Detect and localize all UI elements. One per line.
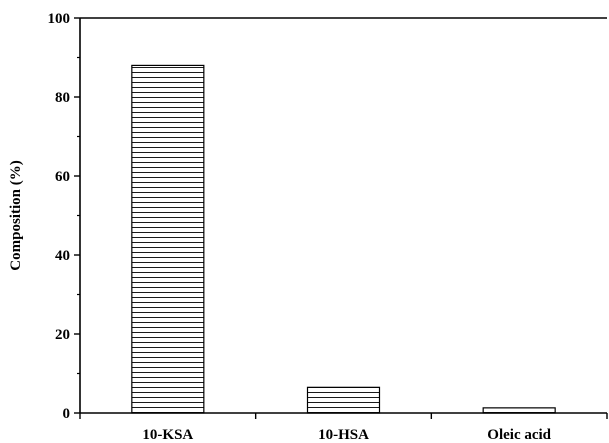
bar-10-ksa bbox=[131, 64, 205, 414]
x-tick-label-10-hsa: 10-HSA bbox=[318, 427, 369, 443]
y-tick-label-0: 0 bbox=[63, 406, 71, 422]
bar-10-hsa bbox=[306, 386, 381, 414]
x-tick-label-10-ksa: 10-KSA bbox=[142, 427, 193, 443]
y-tick-label-60: 60 bbox=[55, 169, 70, 185]
bars-group bbox=[131, 64, 556, 414]
x-tick-label-oleic-acid: Oleic acid bbox=[487, 427, 551, 443]
y-tick-label-100: 100 bbox=[48, 11, 71, 27]
y-tick-label-80: 80 bbox=[55, 90, 70, 106]
y-axis-title: Composition (%) bbox=[8, 160, 24, 270]
axes-group: 0 20 40 60 80 100 10-KSA 10-HSA Oleic acid bbox=[48, 11, 608, 443]
y-tick-label-20: 20 bbox=[55, 327, 70, 343]
y-tick-label-40: 40 bbox=[55, 248, 70, 264]
